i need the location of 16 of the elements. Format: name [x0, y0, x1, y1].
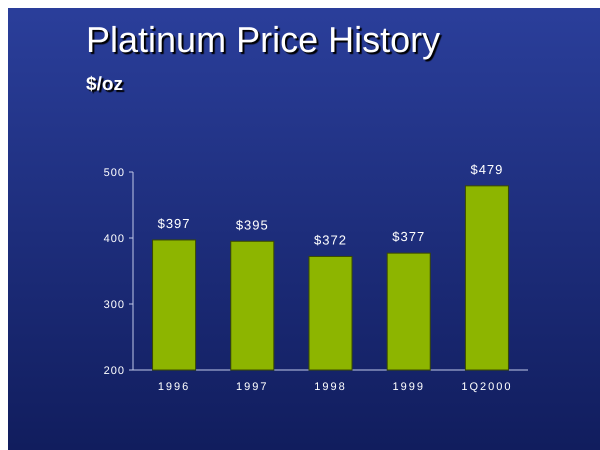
y-tick-label: 300: [104, 298, 125, 311]
chart-title: Platinum Price History: [86, 19, 440, 60]
x-tick-label: 1Q2000: [461, 381, 513, 393]
x-tick-label: 1998: [314, 381, 347, 393]
data-label: $479: [470, 162, 504, 177]
x-tick-label: 1996: [158, 381, 190, 393]
y-tick-label: 200: [104, 364, 125, 377]
y-tick-label: 500: [104, 166, 125, 179]
y-tick-label: 400: [104, 232, 125, 245]
x-tick-label: 1999: [392, 381, 425, 393]
data-label: $377: [392, 229, 426, 244]
data-label: $372: [314, 232, 347, 248]
data-label: $395: [236, 217, 269, 232]
data-label: $397: [158, 216, 191, 231]
chart-subtitle: $/oz: [86, 74, 123, 95]
x-tick-label: 1997: [236, 381, 269, 393]
